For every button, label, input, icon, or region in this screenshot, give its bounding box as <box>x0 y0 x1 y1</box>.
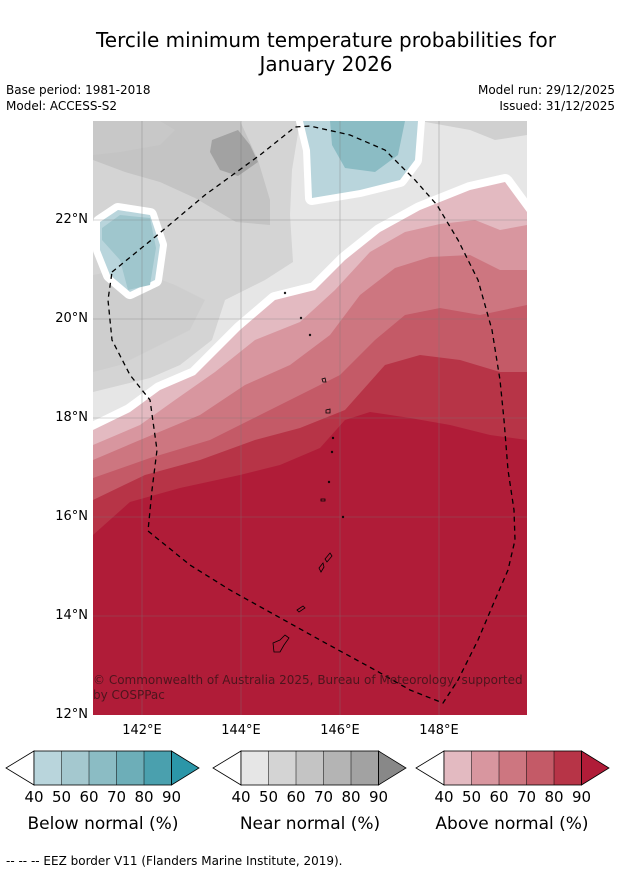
above-legend-title: Above normal (%) <box>435 814 589 834</box>
below-extend-high <box>171 751 199 785</box>
colorbar-above <box>415 750 610 786</box>
above-swatch-60 <box>499 751 527 785</box>
near-extend-high <box>378 751 406 785</box>
small-island-7 <box>341 515 345 519</box>
near-extend-low <box>212 750 242 786</box>
island-outlines <box>272 291 345 653</box>
lat-label-18n: 18°N <box>55 410 88 425</box>
near-tick-80: 80 <box>341 788 361 806</box>
below-swatch-80 <box>144 751 172 785</box>
below-normal-60-top <box>330 121 405 172</box>
lat-label-12n: 12°N <box>55 707 88 722</box>
near-swatch-80 <box>351 751 379 785</box>
below-tick-40: 40 <box>24 788 44 806</box>
lon-label-148e: 148°E <box>419 723 459 738</box>
below-normal-50-left <box>102 215 156 290</box>
small-island-6 <box>327 480 331 484</box>
rota-island <box>296 605 306 613</box>
near-tick-90: 90 <box>368 788 389 806</box>
above-tick-70: 70 <box>516 788 537 806</box>
eez-border <box>107 125 516 704</box>
small-island-10 <box>283 291 287 295</box>
below-tick-50: 50 <box>51 788 72 806</box>
lat-label-20n: 20°N <box>55 311 88 326</box>
near-normal-top-left <box>93 121 175 155</box>
below-swatch-70 <box>116 751 144 785</box>
map-title: Tercile minimum temperature probabilitie… <box>0 28 621 76</box>
below-extend-low <box>5 750 35 786</box>
title-line-2: January 2026 <box>259 52 393 76</box>
near-normal-50-patch <box>93 268 205 372</box>
near-swatch-50 <box>268 751 296 785</box>
below-tick-90: 90 <box>161 788 182 806</box>
below-tick-60: 60 <box>79 788 99 806</box>
guam-island <box>272 634 290 653</box>
tinian-island <box>318 562 325 573</box>
copyright-notice: © Commonwealth of Australia 2025, Bureau… <box>93 673 523 702</box>
near-tick-60: 60 <box>286 788 306 806</box>
below-swatch-50 <box>61 751 89 785</box>
above-normal-90-area <box>93 412 527 715</box>
near-swatch-70 <box>323 751 351 785</box>
colorbar-near <box>212 750 407 786</box>
above-tick-90: 90 <box>571 788 592 806</box>
below-swatch-40 <box>34 751 62 785</box>
above-extend-low <box>415 750 445 786</box>
model-name: Model: ACCESS-S2 <box>6 99 118 113</box>
lat-label-14n: 14°N <box>55 608 88 623</box>
lon-label-144e: 144°E <box>221 723 261 738</box>
below-tick-70: 70 <box>106 788 127 806</box>
graticule <box>93 121 527 715</box>
issued-date: Issued: 31/12/2025 <box>499 99 615 113</box>
near-swatch-60 <box>296 751 324 785</box>
small-island-3 <box>321 377 327 383</box>
lat-label-16n: 16°N <box>55 509 88 524</box>
above-swatch-80 <box>554 751 582 785</box>
above-swatch-40 <box>444 751 472 785</box>
colorbar-below <box>5 750 200 786</box>
below-tick-80: 80 <box>134 788 154 806</box>
above-tick-80: 80 <box>544 788 564 806</box>
eez-footnote: -- -- -- EEZ border V11 (Flanders Marine… <box>6 854 343 868</box>
near-tick-70: 70 <box>313 788 334 806</box>
small-island-8 <box>299 316 303 320</box>
base-period: Base period: 1981-2018 <box>6 83 151 97</box>
meta-right: Model run: 29/12/2025 Issued: 31/12/2025 <box>478 82 615 114</box>
above-tick-40: 40 <box>434 788 454 806</box>
saipan-island <box>324 552 333 563</box>
above-extend-high <box>581 751 609 785</box>
near-normal-top-right <box>420 121 527 140</box>
near-swatch-40 <box>241 751 269 785</box>
small-island-9 <box>308 333 312 337</box>
model-run: Model run: 29/12/2025 <box>477 83 615 97</box>
lon-label-146e: 146°E <box>320 723 360 738</box>
below-legend-title: Below normal (%) <box>27 814 179 834</box>
near-legend-title: Near normal (%) <box>239 814 381 834</box>
near-tick-40: 40 <box>231 788 251 806</box>
above-tick-60: 60 <box>489 788 509 806</box>
title-line-1: Tercile minimum temperature probabilitie… <box>95 28 557 52</box>
small-island-2 <box>325 408 331 414</box>
meta-left: Base period: 1981-2018 Model: ACCESS-S2 <box>6 82 151 114</box>
above-swatch-70 <box>526 751 554 785</box>
lat-label-22n: 22°N <box>55 212 88 227</box>
lon-label-142e: 142°E <box>122 723 162 738</box>
near-tick-50: 50 <box>258 788 279 806</box>
above-tick-50: 50 <box>461 788 482 806</box>
small-island-5 <box>330 450 334 454</box>
small-island-4 <box>331 436 335 440</box>
below-swatch-60 <box>89 751 117 785</box>
small-island-1 <box>320 498 326 502</box>
above-swatch-50 <box>471 751 499 785</box>
